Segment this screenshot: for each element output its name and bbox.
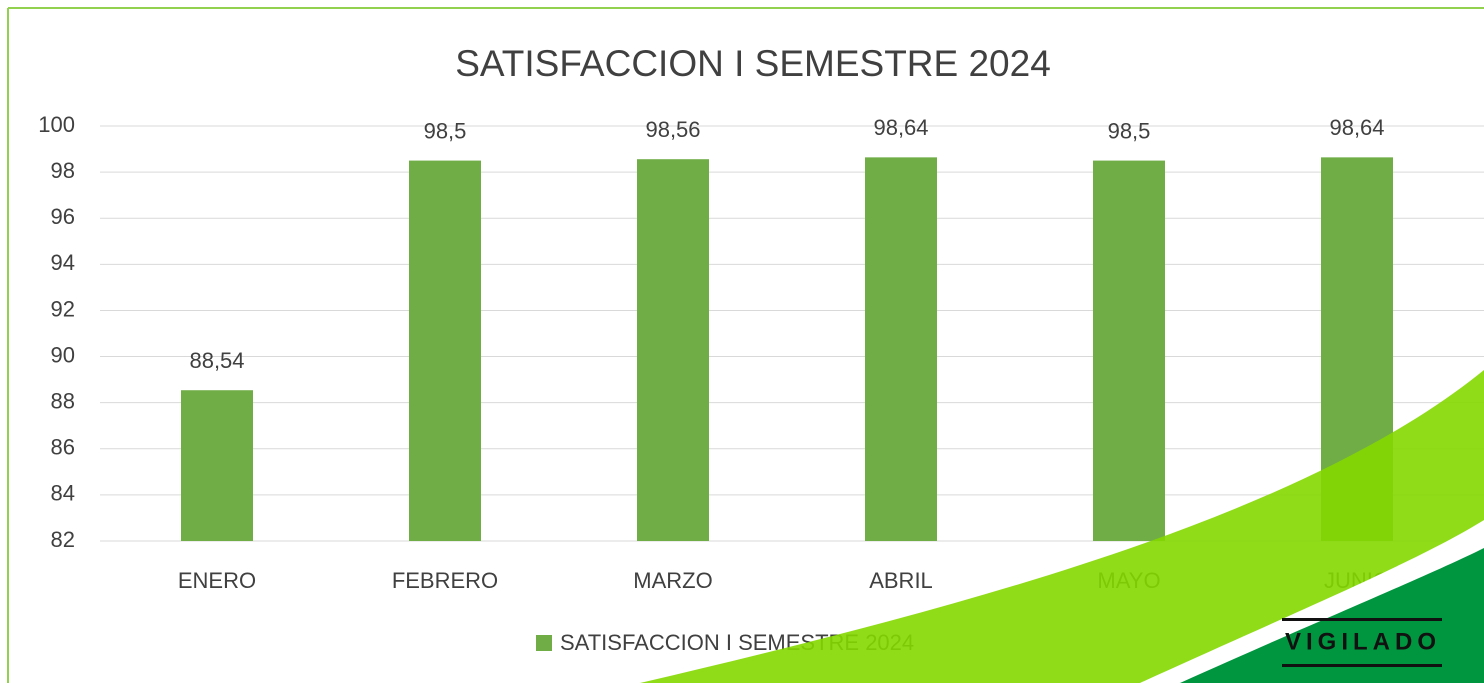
x-tick-label: ABRIL (869, 568, 933, 593)
y-tick-label: 98 (51, 158, 75, 183)
bar (637, 159, 709, 541)
y-tick-label: 82 (51, 527, 75, 552)
y-tick-label: 88 (51, 388, 75, 413)
watermark-rule (1282, 664, 1442, 667)
data-label: 88,54 (189, 348, 244, 373)
watermark-rule (1282, 618, 1442, 621)
data-label: 98,64 (1329, 115, 1384, 140)
x-tick-label: ENERO (178, 568, 256, 593)
y-tick-label: 100 (38, 112, 75, 137)
data-label: 98,64 (873, 115, 928, 140)
y-tick-label: 96 (51, 204, 75, 229)
legend-swatch (536, 635, 552, 651)
x-tick-label: FEBRERO (392, 568, 498, 593)
swoosh-light (640, 370, 1484, 683)
watermark: VIGILADO (1285, 628, 1441, 655)
decoration: VIGILADO (640, 370, 1484, 683)
y-tick-label: 94 (51, 250, 75, 275)
y-tick-label: 84 (51, 481, 75, 506)
y-tick-label: 90 (51, 342, 75, 367)
chart-title: SATISFACCION I SEMESTRE 2024 (455, 43, 1051, 84)
bar (409, 160, 481, 542)
swoosh-dark (1180, 548, 1484, 683)
data-label: 98,56 (645, 117, 700, 142)
y-tick-label: 92 (51, 296, 75, 321)
bar (1093, 160, 1165, 542)
x-tick-label: MARZO (633, 568, 712, 593)
data-label: 98,5 (424, 118, 467, 143)
bar (181, 390, 253, 541)
y-tick-label: 86 (51, 435, 75, 460)
bar (865, 157, 937, 541)
data-label: 98,5 (1108, 118, 1151, 143)
